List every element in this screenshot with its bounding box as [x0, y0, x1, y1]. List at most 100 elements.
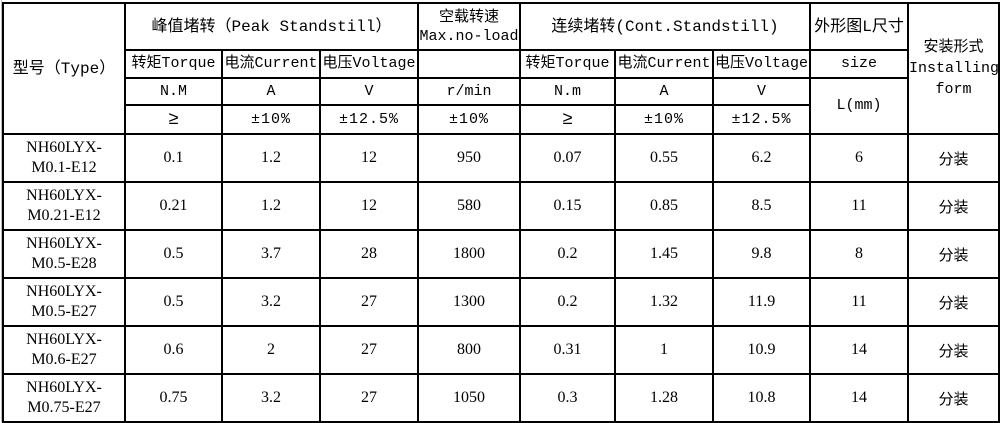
- peak-voltage-cell: 28: [318, 229, 420, 279]
- table-row: NH60LYX-M0.1-E12 0.1 1.2 12 950 0.07 0.5…: [2, 133, 1001, 183]
- header-noload-line1: 空载转速: [439, 8, 500, 26]
- tolerance-cont-torque: ≥: [519, 104, 617, 135]
- header-dimension-group: 外形图L尺寸: [809, 2, 910, 51]
- table-row: NH60LYX-M0.21-E12 0.21 1.2 12 580 0.15 0…: [2, 181, 1001, 231]
- peak-torque-cell: 0.75: [124, 373, 223, 423]
- noload-speed-cell: 950: [417, 133, 522, 183]
- tolerance-noload-speed: ±10%: [417, 104, 522, 135]
- noload-speed-cell: 1300: [417, 277, 522, 327]
- header-noload-line2: Max.no-load: [419, 27, 519, 45]
- noload-speed-cell: 800: [417, 325, 522, 375]
- cont-torque-cell: 0.15: [519, 181, 617, 231]
- peak-voltage-cell: 27: [318, 277, 420, 327]
- peak-voltage-cell: 27: [318, 373, 420, 423]
- cont-torque-cell: 0.31: [519, 325, 617, 375]
- peak-torque-cell: 0.5: [124, 277, 223, 327]
- install-form-cell: 分装: [907, 277, 1001, 327]
- noload-speed-cell: 1800: [417, 229, 522, 279]
- header-peak-torque: 转矩Torque: [124, 49, 223, 79]
- cont-current-cell: 1.45: [614, 229, 715, 279]
- cont-current-cell: 1.28: [614, 373, 715, 423]
- peak-torque-cell: 0.21: [124, 181, 223, 231]
- peak-current-cell: 1.2: [221, 133, 321, 183]
- header-cont-standstill-group: 连续堵转(Cont.Standstill): [519, 2, 812, 51]
- table-row: NH60LYX-M0.6-E27 0.6 2 27 800 0.31 1 10.…: [2, 325, 1001, 375]
- cont-voltage-cell: 11.9: [712, 277, 812, 327]
- install-form-cell: 分装: [907, 181, 1001, 231]
- unit-peak-torque: N.M: [124, 77, 223, 106]
- tolerance-peak-torque: ≥: [124, 104, 223, 135]
- cont-current-cell: 0.85: [614, 181, 715, 231]
- unit-peak-current: A: [221, 77, 321, 106]
- cont-torque-cell: 0.3: [519, 373, 617, 423]
- peak-voltage-cell: 12: [318, 181, 420, 231]
- peak-torque-cell: 0.1: [124, 133, 223, 183]
- header-install-line1: 安装形式: [923, 39, 984, 56]
- size-l-cell: 8: [809, 229, 910, 279]
- noload-speed-cell: 580: [417, 181, 522, 231]
- install-form-cell: 分装: [907, 229, 1001, 279]
- header-cont-torque: 转矩Torque: [519, 49, 617, 79]
- model-text: NH60LYX-M0.21-E12: [26, 187, 102, 224]
- size-l-cell: 11: [809, 181, 910, 231]
- tolerance-peak-current: ±10%: [221, 104, 321, 135]
- cont-voltage-cell: 6.2: [712, 133, 812, 183]
- unit-cont-voltage: V: [712, 77, 812, 106]
- header-install-line2: Installing: [909, 60, 1000, 77]
- header-peak-standstill-group: 峰值堵转（Peak Standstill）: [123, 2, 420, 51]
- model-cell: NH60LYX-M0.1-E12: [2, 133, 126, 183]
- header-size: size: [809, 49, 910, 79]
- cont-torque-cell: 0.2: [519, 277, 617, 327]
- cont-current-cell: 1.32: [614, 277, 715, 327]
- header-noload-speed: 空载转速 Max.no-load: [417, 2, 522, 51]
- peak-current-cell: 3.7: [221, 229, 321, 279]
- size-l-cell: 14: [809, 373, 910, 423]
- model-cell: NH60LYX-M0.75-E27: [2, 373, 126, 423]
- peak-current-cell: 1.2: [221, 181, 321, 231]
- cont-voltage-cell: 8.5: [712, 181, 812, 231]
- header-cont-current: 电流Current: [614, 49, 715, 79]
- model-cell: NH60LYX-M0.6-E27: [2, 325, 126, 375]
- cont-voltage-cell: 10.9: [712, 325, 812, 375]
- header-peak-voltage: 电压Voltage: [318, 49, 420, 79]
- unit-cont-current: A: [614, 77, 715, 106]
- noload-speed-cell: 1050: [417, 373, 522, 423]
- tolerance-cont-voltage: ±12.5%: [712, 104, 812, 135]
- header-cont-voltage: 电压Voltage: [712, 49, 812, 79]
- tolerance-peak-voltage: ±12.5%: [318, 104, 420, 135]
- cont-torque-cell: 0.07: [519, 133, 617, 183]
- table-row: NH60LYX-M0.75-E27 0.75 3.2 27 1050 0.3 1…: [2, 373, 1001, 423]
- cont-voltage-cell: 9.8: [712, 229, 812, 279]
- peak-torque-cell: 0.6: [124, 325, 223, 375]
- size-l-cell: 11: [809, 277, 910, 327]
- cont-torque-cell: 0.2: [519, 229, 617, 279]
- unit-length: L(mm): [809, 77, 910, 135]
- install-form-cell: 分装: [907, 133, 1001, 183]
- peak-current-cell: 3.2: [221, 277, 321, 327]
- unit-cont-torque: N.m: [519, 77, 617, 106]
- model-text: NH60LYX-M0.1-E12: [26, 139, 102, 176]
- unit-noload-speed: r/min: [417, 77, 522, 106]
- peak-current-cell: 2: [221, 325, 321, 375]
- size-l-cell: 6: [809, 133, 910, 183]
- cont-current-cell: 1: [614, 325, 715, 375]
- peak-voltage-cell: 12: [318, 133, 420, 183]
- install-form-cell: 分装: [907, 373, 1001, 423]
- model-text: NH60LYX-M0.5-E28: [26, 235, 102, 272]
- header-install-line3: form: [935, 81, 972, 98]
- cont-voltage-cell: 10.8: [712, 373, 812, 423]
- peak-torque-cell: 0.5: [124, 229, 223, 279]
- header-installing-form: 安装形式 Installing form: [907, 2, 1001, 135]
- peak-current-cell: 3.2: [221, 373, 321, 423]
- table-row: NH60LYX-M0.5-E28 0.5 3.7 28 1800 0.2 1.4…: [2, 229, 1001, 279]
- model-text: NH60LYX-M0.6-E27: [26, 331, 102, 368]
- table-row: NH60LYX-M0.5-E27 0.5 3.2 27 1300 0.2 1.3…: [2, 277, 1001, 327]
- install-form-cell: 分装: [907, 325, 1001, 375]
- model-cell: NH60LYX-M0.5-E27: [2, 277, 126, 327]
- spreadsheet-gridline: [1, 0, 2, 422]
- header-noload-empty-cell: [417, 49, 522, 79]
- model-text: NH60LYX-M0.75-E27: [26, 379, 102, 416]
- header-peak-current: 电流Current: [221, 49, 321, 79]
- header-type: 型号（Type）: [2, 2, 126, 135]
